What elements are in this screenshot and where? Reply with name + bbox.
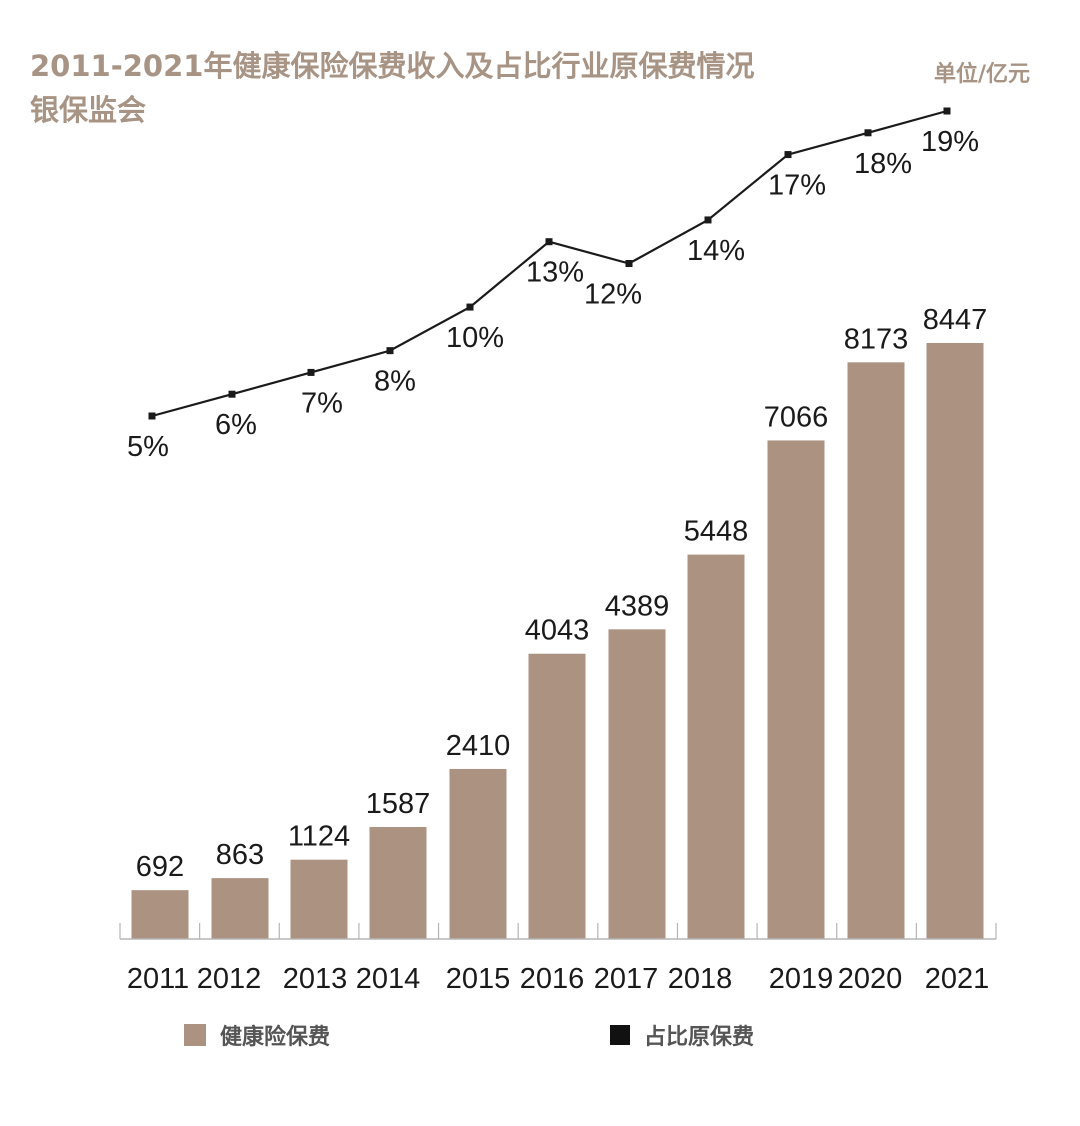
bar-2018 <box>687 554 745 939</box>
bar-label-2011: 692 <box>136 851 184 883</box>
bar-2020 <box>847 362 905 940</box>
legend-swatch-bars <box>184 1024 206 1046</box>
bar-label-2018: 5448 <box>684 516 749 548</box>
share-label-2015: 10% <box>446 322 504 354</box>
x-tick-label-2014: 2014 <box>356 963 421 995</box>
title-line-1: 2011-2021年健康保险保费收入及占比行业原保费情况 <box>30 49 755 83</box>
share-point-2011 <box>148 412 156 420</box>
share-point-2018 <box>704 216 712 224</box>
x-tick-label-2013: 2013 <box>283 963 348 995</box>
x-axis <box>119 923 997 940</box>
x-tick-label-2017: 2017 <box>594 963 659 995</box>
legend-label-bars: 健康险保费 <box>220 1025 331 1050</box>
share-point-2017 <box>625 260 633 267</box>
x-tick-label-2012: 2012 <box>197 963 262 995</box>
legend-item-line: 占比原保费 <box>610 1020 754 1050</box>
x-tick-label-2016: 2016 <box>520 963 585 995</box>
share-label-2011: 5% <box>127 431 169 463</box>
share-label-2016: 13% <box>526 257 584 289</box>
share-label-2021: 19% <box>921 126 979 158</box>
bar-data-labels: 692 863 1124 1587 2410 4043 4389 5448 7066 8173 84… <box>136 304 987 883</box>
title-line-2: 银保监会 <box>30 93 147 127</box>
share-point-2019 <box>784 151 792 159</box>
legend-swatch-line <box>610 1025 630 1045</box>
bar-label-2017: 4389 <box>605 590 670 622</box>
share-label-2014: 8% <box>374 366 416 398</box>
share-label-2017: 12% <box>584 279 642 311</box>
share-point-2021 <box>943 107 951 115</box>
x-tick-label-2021: 2021 <box>925 963 990 995</box>
bar-label-2016: 4043 <box>525 615 590 647</box>
share-point-2013 <box>307 368 315 376</box>
share-point-2015 <box>466 303 474 311</box>
bar-2016 <box>528 653 586 939</box>
share-label-2019: 17% <box>768 170 826 202</box>
bar-series <box>131 343 984 940</box>
bar-label-2013: 1124 <box>288 821 350 853</box>
share-label-2013: 7% <box>301 387 343 419</box>
share-point-2014 <box>386 347 394 355</box>
share-label-2018: 14% <box>687 235 745 267</box>
x-tick-label-2015: 2015 <box>446 963 511 995</box>
bar-2011 <box>131 890 189 939</box>
legend-label-line: 占比原保费 <box>644 1025 755 1050</box>
share-point-2016 <box>545 238 553 246</box>
bar-label-2015: 2410 <box>446 730 511 762</box>
unit-label: 单位/亿元 <box>934 62 1031 87</box>
x-tick-label-2020: 2020 <box>838 963 903 995</box>
bar-2012 <box>211 878 269 939</box>
bar-2013 <box>290 859 348 939</box>
share-point-2012 <box>228 390 236 398</box>
x-tick-labels: 2011 2012 2013 2014 2015 2016 2017 2018 2019 2020… <box>127 963 989 995</box>
bar-2021 <box>926 343 984 939</box>
x-tick-label-2019: 2019 <box>769 963 834 995</box>
x-tick-label-2018: 2018 <box>668 963 733 995</box>
line-data-labels: 5% 6% 7% 8% 10% 13%12% 14% 17% 18% 19% <box>127 126 979 463</box>
bar-2014 <box>369 827 427 939</box>
bar-label-2019: 7066 <box>764 401 829 433</box>
bar-2019 <box>767 440 825 939</box>
bar-2015 <box>449 768 507 939</box>
chart-title: 2011-2021年健康保险保费收入及占比行业原保费情况 银保监会 <box>30 44 754 132</box>
legend-item-bars: 健康险保费 <box>184 1020 330 1050</box>
bar-label-2020: 8173 <box>844 323 909 355</box>
x-tick-label-2011: 2011 <box>127 963 189 995</box>
line-series <box>148 107 951 420</box>
bar-2017 <box>608 629 666 939</box>
bar-label-2014: 1587 <box>366 788 431 820</box>
share-label-2012: 6% <box>215 409 257 441</box>
bar-label-2021: 8447 <box>923 304 988 336</box>
share-point-2020 <box>864 129 872 137</box>
bar-label-2012: 863 <box>216 839 264 871</box>
share-label-2020: 18% <box>854 148 912 180</box>
